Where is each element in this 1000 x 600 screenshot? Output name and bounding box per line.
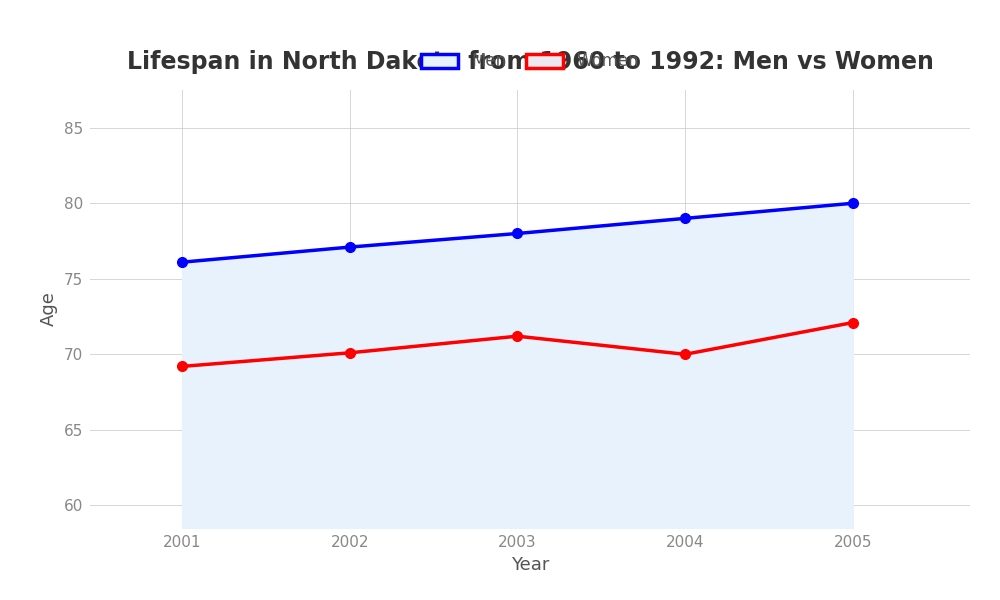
Legend: Men, Women: Men, Women bbox=[414, 46, 646, 77]
Title: Lifespan in North Dakota from 1960 to 1992: Men vs Women: Lifespan in North Dakota from 1960 to 19… bbox=[127, 50, 933, 74]
X-axis label: Year: Year bbox=[511, 556, 549, 574]
Y-axis label: Age: Age bbox=[40, 292, 58, 326]
